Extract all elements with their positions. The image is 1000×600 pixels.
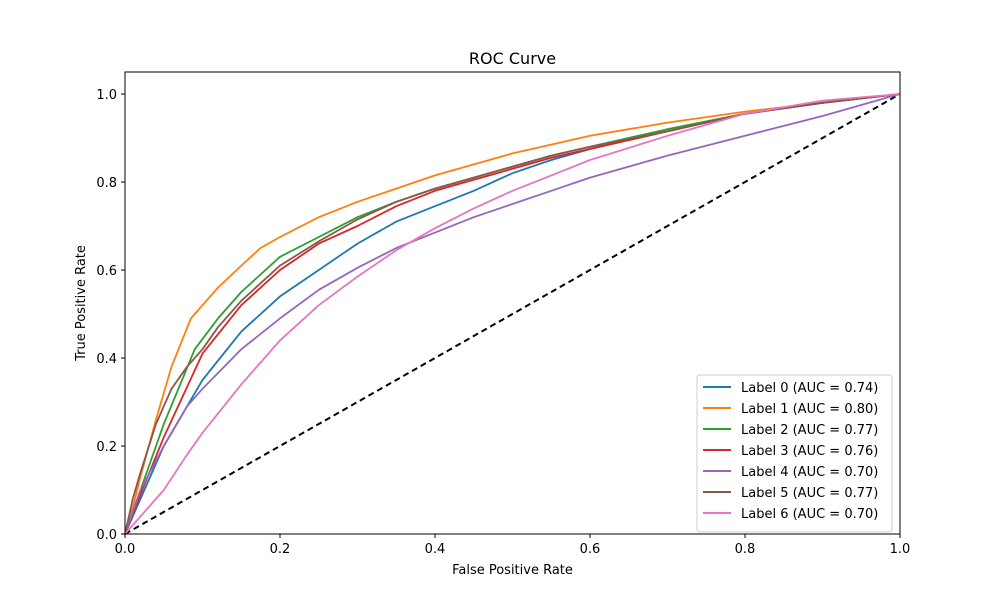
legend-entry-label: Label 2 (AUC = 0.77) [741,423,878,438]
y-axis-label: True Positive Rate [74,245,89,362]
plot-area [124,93,901,535]
legend-entry-label: Label 0 (AUC = 0.74) [741,381,878,396]
x-tick-label: 0.4 [425,542,446,557]
y-axis: 0.0 0.2 0.4 0.6 0.8 1.0 [96,88,125,543]
roc-series-line-label-6 [124,93,901,535]
x-tick-label: 0.6 [580,542,601,557]
y-tick-label: 0.2 [96,440,117,455]
legend-entry-label: Label 5 (AUC = 0.77) [741,486,878,501]
x-axis-label: False Positive Rate [452,563,573,578]
chance-diagonal-line [124,93,901,535]
axes-frame [124,71,901,535]
legend-entry-label: Label 4 (AUC = 0.70) [741,465,878,480]
y-tick-label: 0.4 [96,352,117,367]
x-tick-label: 0.8 [735,542,756,557]
roc-series-line-label-5 [124,93,901,535]
y-tick-label: 0.6 [96,264,117,279]
x-tick-label: 1.0 [890,542,911,557]
y-tick-label: 1.0 [96,88,117,103]
chart-title: ROC Curve [469,49,556,68]
roc-series-line-label-4 [124,93,901,535]
roc-series-line-label-1 [124,93,901,535]
legend: Label 0 (AUC = 0.74) Label 1 (AUC = 0.80)… [696,374,893,533]
x-axis: 0.0 0.2 0.4 0.6 0.8 1.0 [115,534,911,557]
x-tick-label: 0.0 [115,542,136,557]
legend-entry-label: Label 6 (AUC = 0.70) [741,507,878,522]
legend-entry-label: Label 1 (AUC = 0.80) [741,402,878,417]
legend-box [696,374,893,533]
legend-entry-label: Label 3 (AUC = 0.76) [741,444,878,459]
x-tick-label: 0.2 [270,542,291,557]
y-tick-label: 0.8 [96,176,117,191]
y-tick-label: 0.0 [96,528,117,543]
